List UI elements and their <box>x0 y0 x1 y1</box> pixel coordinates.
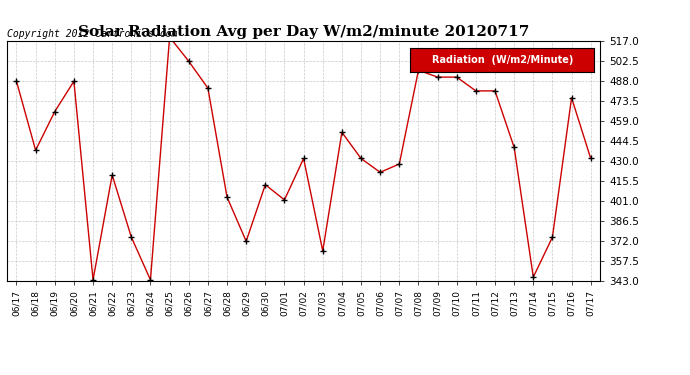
Title: Solar Radiation Avg per Day W/m2/minute 20120717: Solar Radiation Avg per Day W/m2/minute … <box>78 25 529 39</box>
Text: Copyright 2012 Cartronics.com: Copyright 2012 Cartronics.com <box>7 29 177 39</box>
